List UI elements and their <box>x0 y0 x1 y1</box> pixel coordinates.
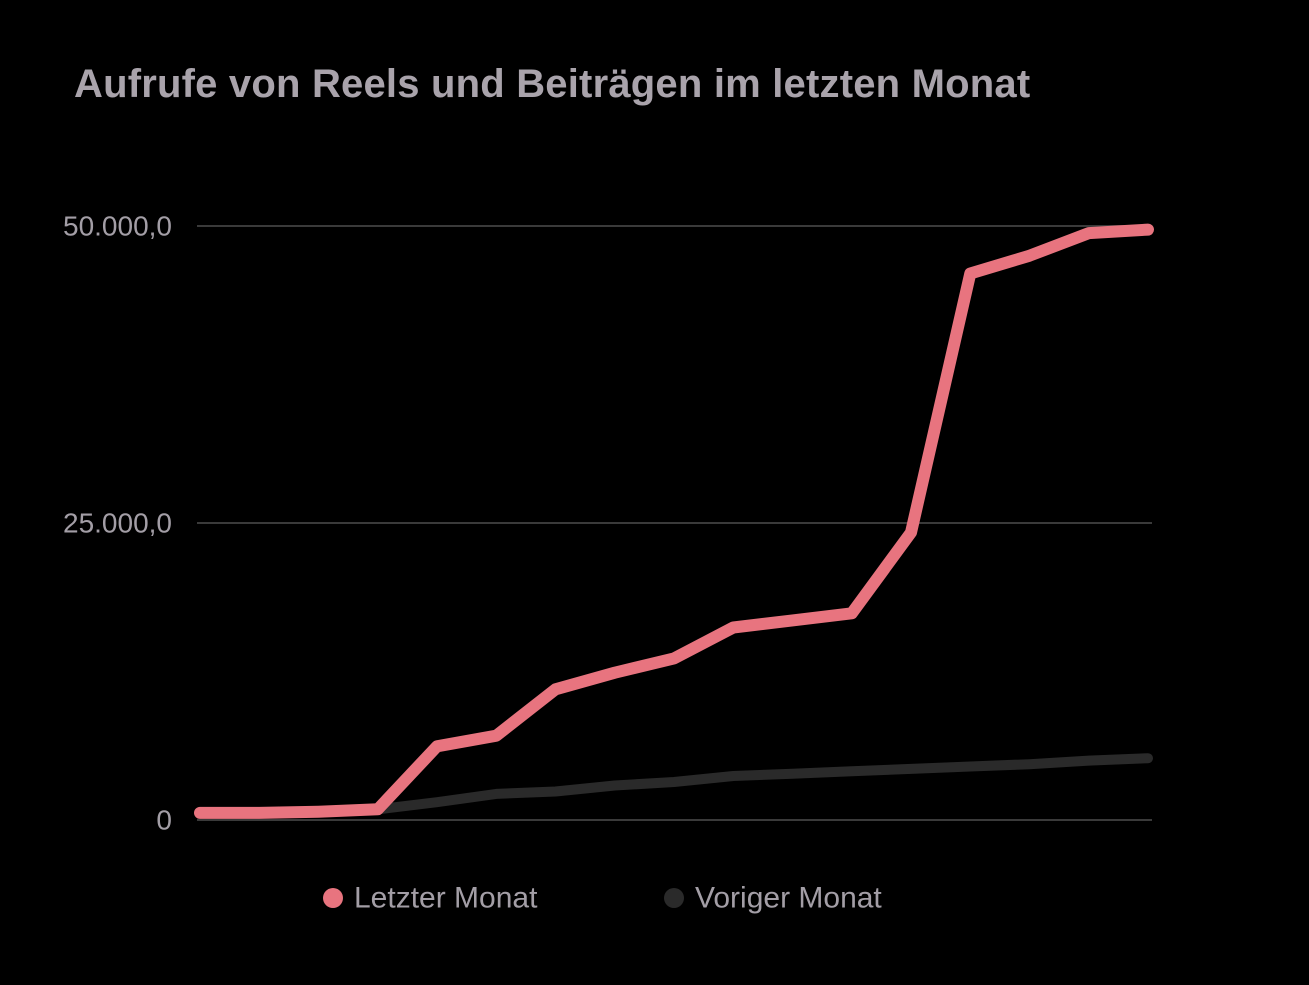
legend-label: Voriger Monat <box>695 882 882 915</box>
series-line-voriger-monat <box>195 753 1153 818</box>
y-tick-label: 25.000,0 <box>63 508 172 539</box>
series-line-letzter-monat <box>194 223 1154 819</box>
chart-title: Aufrufe von Reels und Beiträgen im letzt… <box>74 62 1031 106</box>
grid-lines <box>197 225 1152 821</box>
legend: Letzter Monat Voriger Monat <box>323 882 882 915</box>
legend-marker <box>664 888 684 908</box>
y-tick-label: 0 <box>156 805 172 836</box>
y-tick-label: 50.000,0 <box>63 211 172 242</box>
legend-marker <box>323 888 343 908</box>
y-axis-ticks: 0 25.000,0 50.000,0 <box>63 211 172 836</box>
series-lines <box>194 223 1154 819</box>
legend-label: Letzter Monat <box>354 882 538 915</box>
